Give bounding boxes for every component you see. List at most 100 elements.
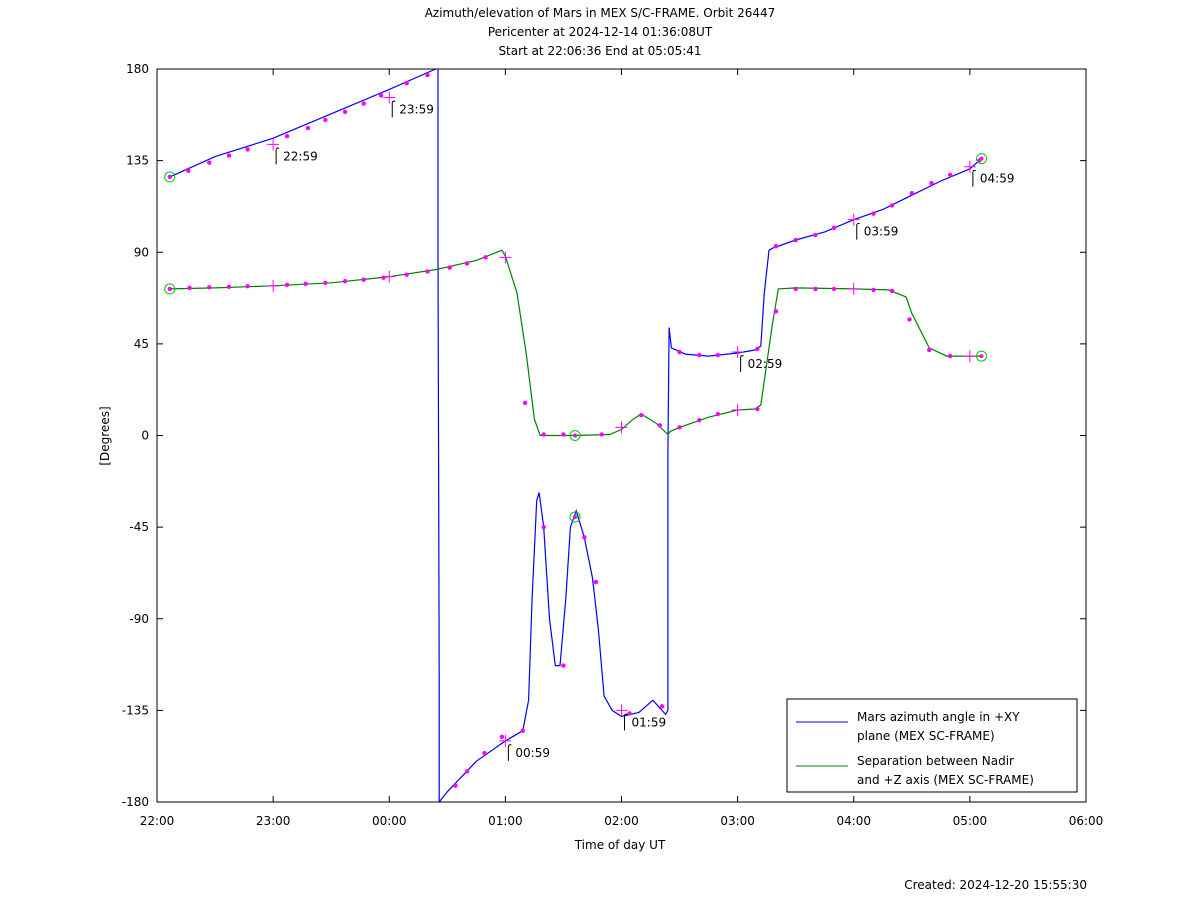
y-tick-label: -180 (122, 795, 149, 809)
sample-point (947, 353, 953, 359)
hour-tick-arrow (624, 713, 628, 731)
event-circle-center (979, 156, 984, 161)
sample-point (483, 255, 488, 260)
sample-point (907, 317, 912, 322)
sample-point (453, 783, 458, 788)
sample-point (447, 265, 452, 270)
event-circle-center (573, 514, 578, 519)
sample-point (303, 281, 308, 287)
series-line-azimuth (438, 158, 982, 803)
hour-tick-arrow (740, 355, 744, 373)
chart-title-line-1: Azimuth/elevation of Mars in MEX S/C-FRA… (425, 6, 776, 20)
series-line-separation (169, 249, 982, 437)
hour-plus-marker (847, 213, 860, 226)
sample-point (871, 211, 876, 216)
legend-label-separation-line-2: and +Z axis (MEX SC-FRAME) (857, 773, 1034, 787)
event-circle-center (167, 174, 172, 179)
y-tick-label: -45 (129, 520, 149, 534)
hour-tick-arrow (972, 169, 977, 187)
hour-tick-arrow (275, 147, 280, 165)
hour-plus-marker (615, 704, 628, 717)
plot-layer: 22:59 23:59 00:59 01:59 02:59 03:59 04:59 (164, 68, 1015, 803)
x-tick-label: 05:00 (953, 814, 988, 828)
x-tick-label: 02:00 (604, 814, 639, 828)
legend-box (786, 698, 1078, 793)
hour-tick-arrow (507, 744, 512, 761)
hour-plus-marker (267, 279, 280, 292)
sample-point (381, 275, 386, 280)
legend: Mars azimuth angle in +XY plane (MEX SC-… (786, 698, 1078, 793)
event-circle-marker (975, 153, 987, 165)
y-tick-label: 135 (126, 154, 149, 168)
sample-point (425, 269, 430, 274)
hour-plus-marker (383, 270, 396, 283)
sample-point (207, 160, 212, 165)
sample-point (245, 147, 250, 152)
sample-point (773, 309, 779, 314)
legend-label-azimuth-line-1: Mars azimuth angle in +XY (857, 710, 1020, 724)
sample-point (927, 347, 932, 353)
event-circle-marker (569, 511, 581, 523)
sample-point (659, 704, 665, 709)
y-tick-label: 0 (141, 429, 149, 443)
sample-point (464, 769, 470, 774)
y-tick-label: 90 (134, 245, 149, 259)
sample-point (697, 418, 702, 423)
sample-point (323, 280, 328, 285)
legend-label-separation-line-1: Separation between Nadir (857, 754, 1014, 768)
sample-point (715, 352, 721, 358)
hour-plus-marker (963, 160, 976, 173)
sample-point (929, 180, 934, 186)
hour-plus-marker (615, 421, 628, 434)
y-tick-label: -90 (129, 612, 149, 626)
sample-point (639, 412, 644, 418)
sample-point (226, 284, 232, 290)
sample-point (561, 432, 566, 437)
sample-point (207, 285, 212, 290)
sample-point (404, 272, 409, 277)
hour-label: 04:59 (980, 172, 1015, 186)
y-axis-label: [Degrees] (98, 406, 112, 465)
hour-plus-marker (963, 350, 976, 363)
sample-point (755, 346, 760, 352)
y-tick-label: -135 (122, 703, 149, 717)
hour-label: 02:59 (748, 357, 783, 371)
sample-point (813, 232, 818, 238)
sample-point (425, 72, 430, 78)
hour-plus-marker (731, 404, 744, 417)
hour-plus-marker (499, 734, 512, 747)
y-tick-label: 180 (126, 62, 149, 76)
sample-point (627, 711, 632, 716)
sample-point (582, 535, 587, 540)
sample-point (305, 125, 311, 131)
hour-tick-arrow (391, 100, 396, 118)
sample-point (323, 117, 328, 123)
sample-point (657, 423, 663, 428)
sample-point (284, 133, 290, 139)
y-tick-label: 45 (134, 337, 149, 351)
event-circle-center (167, 286, 172, 291)
sample-point (889, 203, 895, 208)
sample-point (831, 286, 837, 292)
sample-point (561, 663, 566, 668)
sample-point (889, 288, 895, 294)
hour-plus-marker (847, 282, 860, 295)
x-tick-label: 06:00 (1069, 814, 1104, 828)
hour-plus-marker (731, 346, 744, 359)
legend-label-azimuth-line-2: plane (MEX SC-FRAME) (857, 729, 995, 743)
sample-point (378, 93, 384, 98)
sample-point (947, 172, 953, 178)
sample-point (186, 168, 191, 174)
sample-point (813, 286, 818, 292)
sample-point (871, 287, 876, 293)
hour-plus-marker (267, 138, 280, 151)
x-tick-label: 22:00 (140, 814, 175, 828)
sample-point (361, 101, 366, 106)
x-tick-label: 01:00 (488, 814, 523, 828)
sample-point (773, 243, 779, 249)
sample-point (541, 432, 546, 437)
created-timestamp: Created: 2024-12-20 15:55:30 (904, 878, 1087, 892)
x-axis-label: Time of day UT (574, 838, 666, 852)
sample-point (499, 734, 505, 740)
hour-plus-marker (499, 251, 512, 264)
